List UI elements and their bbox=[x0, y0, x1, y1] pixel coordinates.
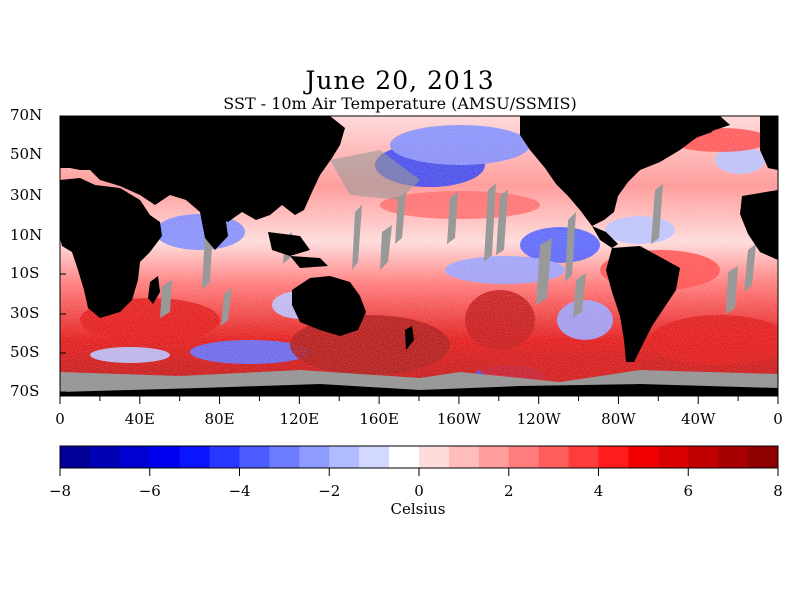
colorbar-swatch bbox=[688, 446, 719, 468]
colorbar-tick-label: 0 bbox=[414, 482, 424, 500]
lon-label: 0 bbox=[773, 410, 783, 428]
lat-label-30n: 30N bbox=[10, 186, 43, 204]
colorbar-swatch bbox=[359, 446, 390, 468]
lat-label-50n: 50N bbox=[10, 145, 43, 163]
colorbar-tick-label: 8 bbox=[773, 482, 783, 500]
land-antarctica bbox=[60, 384, 778, 396]
colorbar-swatch bbox=[119, 446, 151, 468]
colorbar-tick-label: −8 bbox=[48, 482, 72, 500]
land-masses bbox=[60, 116, 778, 396]
lon-label: 0 bbox=[55, 410, 65, 428]
colorbar-swatch bbox=[568, 446, 599, 468]
colorbar-swatch bbox=[748, 446, 779, 468]
colorbar-swatch bbox=[299, 446, 330, 468]
colorbar bbox=[60, 446, 779, 468]
lat-label-70s: 70S bbox=[10, 382, 40, 400]
colorbar-swatch bbox=[269, 446, 300, 468]
colorbar-ticks bbox=[59, 468, 779, 476]
lat-label-10n: 10N bbox=[10, 226, 43, 244]
colorbar-swatch bbox=[329, 446, 360, 468]
colorbar-swatch bbox=[389, 446, 420, 468]
colorbar-swatch bbox=[209, 446, 240, 468]
lon-label: 160E bbox=[359, 410, 399, 428]
colorbar-swatch bbox=[419, 446, 450, 468]
colorbar-units: Celsius bbox=[390, 500, 446, 518]
longitude-ticks bbox=[59, 396, 779, 404]
colorbar-swatch bbox=[628, 446, 659, 468]
colorbar-swatch bbox=[718, 446, 749, 468]
land-greenland bbox=[640, 116, 720, 140]
land-australia bbox=[292, 276, 366, 336]
land-eurasia bbox=[60, 116, 345, 222]
lat-label-30s: 30S bbox=[10, 304, 40, 322]
colorbar-tick-label: 4 bbox=[593, 482, 604, 500]
colorbar-swatch bbox=[448, 446, 480, 468]
map-subtitle: SST - 10m Air Temperature (AMSU/SSMIS) bbox=[223, 94, 577, 113]
lat-label-10s: 10S bbox=[10, 264, 40, 282]
land-africa bbox=[60, 178, 162, 318]
colorbar-swatch bbox=[598, 446, 629, 468]
lat-label-50s: 50S bbox=[10, 343, 40, 361]
lon-label: 40W bbox=[680, 410, 716, 428]
lon-label: 120E bbox=[279, 410, 320, 428]
colorbar-swatch bbox=[60, 446, 91, 468]
land-north-america bbox=[520, 116, 730, 226]
lon-label: 160W bbox=[436, 410, 481, 428]
colorbar-tick-label: 6 bbox=[683, 482, 694, 500]
land-south-america bbox=[606, 246, 680, 362]
colorbar-tick-label: −4 bbox=[228, 482, 251, 500]
colorbar-tick-label: −2 bbox=[318, 482, 341, 500]
colorbar-swatch bbox=[149, 446, 181, 468]
lon-label: 80W bbox=[601, 410, 636, 428]
lon-label: 80E bbox=[204, 410, 235, 428]
colorbar-swatch bbox=[538, 446, 570, 468]
latitude-ticks bbox=[60, 115, 66, 393]
colorbar-swatch bbox=[179, 446, 211, 468]
colorbar-swatch bbox=[89, 446, 121, 468]
land-madagascar bbox=[148, 276, 160, 304]
colorbar-tick-label: 2 bbox=[503, 482, 514, 500]
map-title: June 20, 2013 bbox=[305, 66, 495, 95]
lat-label-70n: 70N bbox=[10, 106, 43, 124]
colorbar-swatch bbox=[478, 446, 510, 468]
colorbar-swatch bbox=[658, 446, 689, 468]
colorbar-swatch bbox=[508, 446, 540, 468]
colorbar-tick-label: −6 bbox=[138, 482, 161, 500]
lon-label: 120W bbox=[516, 410, 561, 428]
colorbar-swatch bbox=[239, 446, 270, 468]
lon-label: 40E bbox=[124, 410, 155, 428]
map-field bbox=[60, 116, 778, 396]
